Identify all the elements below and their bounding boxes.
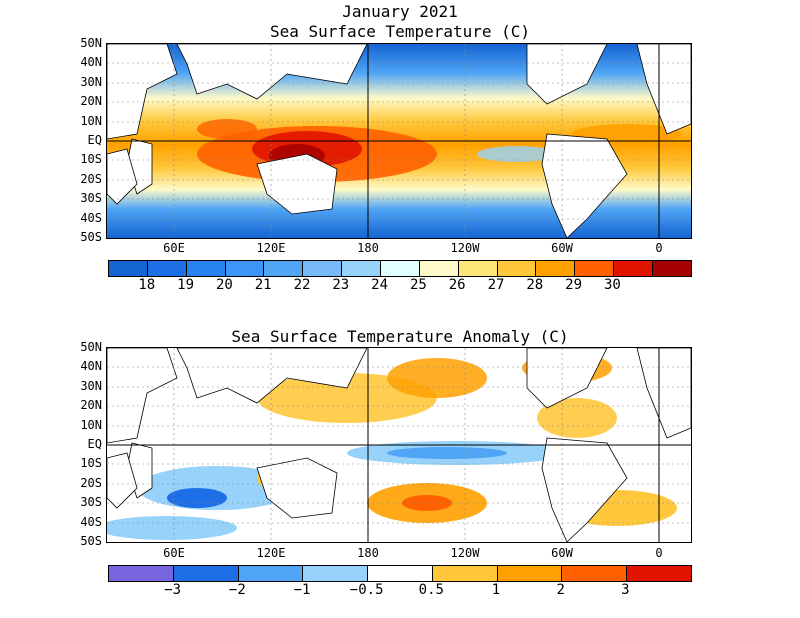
sst-colorbar-segment: [264, 261, 304, 276]
sst-colorbar-segment: [342, 261, 382, 276]
sst-lat-label: EQ: [87, 133, 102, 147]
anomaly-colorbar-segment: [368, 566, 433, 581]
sst-lat-label: 50N: [80, 36, 102, 50]
sst-lon-label: 180: [357, 241, 379, 255]
anomaly-map-title: Sea Surface Temperature Anomaly (C): [231, 327, 569, 346]
sst-lat-label: 40N: [80, 55, 102, 70]
sst-colorbar-segment: [381, 261, 420, 276]
anomaly-colorbar: [108, 565, 692, 582]
sst-colorbar-label: 18: [138, 277, 156, 293]
sst-colorbar-label: 21: [254, 277, 272, 293]
sst-lat-label: 20N: [80, 94, 102, 109]
anomaly-colorbar-label: 1: [491, 582, 501, 598]
sst-colorbar-segment: [186, 261, 226, 276]
sst-lat-label: 20S: [80, 171, 102, 186]
sst-colorbar-label: 22: [293, 277, 311, 293]
anomaly-lat-label: 50S: [80, 534, 102, 548]
anomaly-colorbar-segment: [432, 566, 498, 581]
anomaly-lon-label: 180: [357, 546, 379, 560]
sst-colorbar-segment: [653, 261, 691, 276]
anomaly-lat-label: 50N: [80, 340, 102, 354]
anomaly-colorbar-label: −2: [228, 582, 246, 598]
figure-title: January 2021: [342, 2, 458, 21]
sst-lon-label: 60W: [551, 241, 573, 255]
sst-colorbar: [108, 260, 692, 277]
sst-colorbar-segment: [147, 261, 187, 276]
anomaly-colorbar-segment: [238, 566, 304, 581]
sst-colorbar-label: 27: [487, 277, 505, 293]
sst-lon-label: 0: [655, 241, 663, 255]
anomaly-lon-label: 0: [655, 546, 663, 560]
anomaly-map-graphic: [107, 348, 691, 542]
anomaly-lat-label: 30S: [80, 495, 102, 510]
sst-colorbar-label: 23: [332, 277, 350, 293]
sst-colorbar-label: 20: [215, 277, 233, 293]
sst-lat-label: 50S: [80, 230, 102, 244]
sst-lat-label: 10S: [80, 152, 102, 167]
anomaly-colorbar-label: 2: [556, 582, 565, 598]
sst-colorbar-label: 30: [603, 277, 621, 293]
sst-lat-label: 30N: [80, 74, 102, 89]
anomaly-lat-label: 40S: [80, 514, 102, 529]
anomaly-lat-label: 10S: [80, 456, 102, 471]
anomaly-lat-label: 40N: [80, 359, 102, 374]
sst-colorbar-label: 29: [565, 277, 583, 293]
anomaly-colorbar-segment: [562, 566, 628, 581]
sst-colorbar-label: 24: [371, 277, 389, 293]
sst-lon-label: 120E: [256, 241, 286, 255]
sst-colorbar-segment: [536, 261, 576, 276]
anomaly-colorbar-segment: [497, 566, 563, 581]
anomaly-lat-label: EQ: [87, 437, 102, 451]
anomaly-colorbar-segment: [109, 566, 174, 581]
sst-lon-label: 60E: [163, 241, 185, 255]
anomaly-lat-label: 20N: [80, 398, 102, 413]
sst-colorbar-segment: [109, 261, 148, 276]
sst-lat-label: 10N: [80, 113, 102, 128]
sst-colorbar-segment: [458, 261, 498, 276]
sst-colorbar-label: 26: [448, 277, 466, 293]
anomaly-colorbar-label: 0.5: [418, 582, 444, 598]
anomaly-colorbar-segment: [303, 566, 369, 581]
sst-map-graphic: [107, 44, 691, 238]
sst-lat-label: 30S: [80, 191, 102, 206]
sst-colorbar-label: 19: [177, 277, 195, 293]
anomaly-colorbar-label: −0.5: [349, 582, 384, 598]
anomaly-colorbar-label: −3: [164, 582, 182, 598]
sst-colorbar-segment: [419, 261, 459, 276]
sst-colorbar-segment: [497, 261, 537, 276]
sst-colorbar-segment: [575, 261, 615, 276]
sst-colorbar-label: 28: [526, 277, 544, 293]
anomaly-lat-label: 20S: [80, 475, 102, 490]
anomaly-lon-label: 120W: [450, 546, 480, 560]
anomaly-lon-label: 60E: [163, 546, 185, 560]
anomaly-colorbar-segment: [173, 566, 239, 581]
anomaly-lon-label: 60W: [551, 546, 573, 560]
sst-colorbar-segment: [614, 261, 654, 276]
sst-lon-label: 120W: [450, 241, 480, 255]
anomaly-map: [106, 347, 692, 543]
sst-colorbar-label: 25: [409, 277, 427, 293]
sst-map: [106, 43, 692, 239]
sst-colorbar-segment: [225, 261, 265, 276]
anomaly-lat-label: 10N: [80, 417, 102, 432]
anomaly-lon-label: 120E: [256, 546, 286, 560]
sst-map-title: Sea Surface Temperature (C): [269, 22, 531, 41]
anomaly-colorbar-segment: [627, 566, 692, 581]
sst-colorbar-segment: [303, 261, 343, 276]
anomaly-colorbar-label: 3: [621, 582, 630, 598]
anomaly-colorbar-label: −1: [293, 582, 311, 598]
anomaly-lat-label: 30N: [80, 378, 102, 393]
sst-lat-label: 40S: [80, 210, 102, 225]
